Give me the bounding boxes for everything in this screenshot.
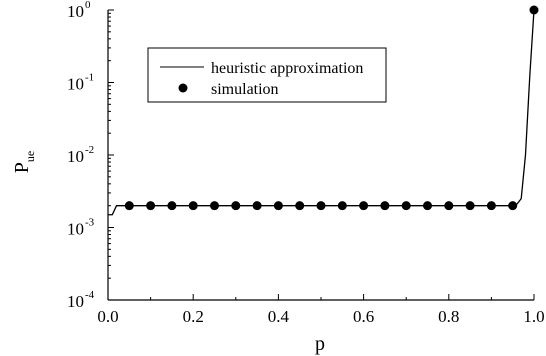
simulation-point xyxy=(486,201,496,211)
y-tick-exponent: 0 xyxy=(85,0,91,11)
simulation-point xyxy=(337,201,347,211)
simulation-point xyxy=(316,201,326,211)
y-tick-exponent: -1 xyxy=(85,72,94,84)
simulation-point xyxy=(146,201,156,211)
y-tick-exponent: -4 xyxy=(85,289,95,301)
legend-label-line: heuristic approximation xyxy=(211,60,363,77)
simulation-point xyxy=(252,201,262,211)
x-tick-label: 0.0 xyxy=(97,307,118,326)
legend-marker-swatch xyxy=(178,83,188,93)
y-axis-title: Pue xyxy=(11,151,37,173)
legend: heuristic approximation simulation xyxy=(147,47,387,103)
series-layer xyxy=(108,5,539,216)
x-axis-title: p xyxy=(315,333,325,355)
series-line-heuristic xyxy=(108,9,535,216)
y-tick-label: 10 xyxy=(67,75,84,94)
y-tick-label: 10 xyxy=(67,2,84,21)
x-tick-label: 0.8 xyxy=(438,307,459,326)
x-tick-label: 0.4 xyxy=(268,307,290,326)
x-tick-label: 1.0 xyxy=(523,307,544,326)
simulation-point xyxy=(210,201,219,211)
svg-text:Pue: Pue xyxy=(11,151,37,173)
simulation-point xyxy=(423,201,432,211)
y-tick-label: 10 xyxy=(67,220,84,239)
simulation-point xyxy=(359,201,369,211)
simulation-point xyxy=(231,201,241,211)
simulation-point xyxy=(508,201,518,211)
simulation-point xyxy=(444,201,454,211)
simulation-point xyxy=(295,201,305,211)
simulation-point xyxy=(124,201,134,211)
simulation-point xyxy=(465,201,475,211)
y-axis-title-sub: ue xyxy=(23,151,37,162)
y-tick-label: 10 xyxy=(67,292,84,311)
legend-label-markers: simulation xyxy=(211,81,279,98)
y-tick-label: 10 xyxy=(67,147,84,166)
simulation-point xyxy=(401,201,411,211)
y-tick-exponent: -2 xyxy=(85,144,94,156)
y-axis-title-base: P xyxy=(11,162,33,173)
x-tick-label: 0.6 xyxy=(353,307,374,326)
simulation-point xyxy=(273,201,283,211)
simulation-point xyxy=(380,201,390,211)
simulation-point xyxy=(529,5,539,15)
simulation-point xyxy=(167,201,177,211)
legend-box xyxy=(147,47,387,103)
x-tick-label: 0.2 xyxy=(183,307,204,326)
simulation-point xyxy=(188,201,198,211)
y-tick-exponent: -3 xyxy=(85,217,95,229)
